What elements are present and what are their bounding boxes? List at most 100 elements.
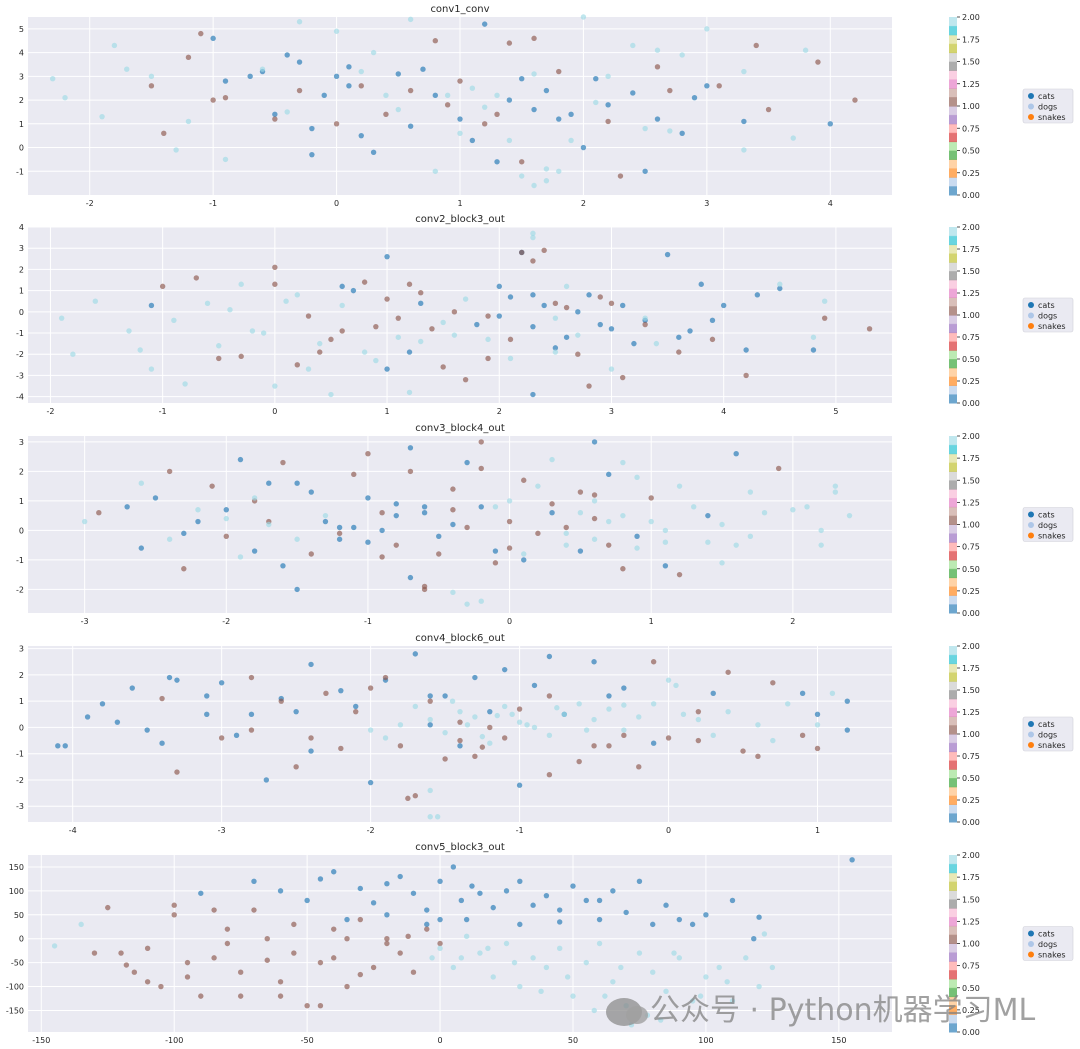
data-point xyxy=(775,465,782,472)
data-point xyxy=(610,979,616,985)
data-point xyxy=(317,959,324,966)
y-tick-label: 3 xyxy=(19,244,24,253)
colorbar-segment xyxy=(949,43,957,54)
data-point xyxy=(521,551,527,557)
data-point xyxy=(477,950,483,956)
data-point xyxy=(747,489,754,495)
data-point xyxy=(384,366,390,372)
data-point xyxy=(158,983,164,990)
data-point xyxy=(570,883,576,889)
data-point xyxy=(606,471,612,478)
chart-title: conv3_block4_out xyxy=(415,423,505,434)
data-point xyxy=(280,563,286,569)
legend-marker xyxy=(1028,302,1034,308)
data-point xyxy=(51,943,58,949)
data-point xyxy=(680,711,687,717)
colorbar-tick-label: 2.00 xyxy=(962,851,980,860)
data-point xyxy=(485,945,491,951)
data-point xyxy=(479,744,486,750)
data-point xyxy=(663,988,669,995)
data-point xyxy=(81,518,88,525)
legend-box xyxy=(1022,507,1074,542)
colorbar-tick-label: 0.50 xyxy=(962,147,980,156)
data-point xyxy=(195,518,201,525)
data-point xyxy=(198,993,204,999)
data-point xyxy=(814,711,821,717)
data-point xyxy=(606,518,612,525)
colorbar-segment xyxy=(949,760,957,770)
data-point xyxy=(358,83,364,89)
data-point xyxy=(148,366,155,372)
legend-marker xyxy=(1028,951,1034,958)
x-tick-label: -2 xyxy=(46,407,54,416)
colorbar-segment xyxy=(949,1023,957,1033)
data-point xyxy=(543,166,550,172)
panel-2: -2 -1 0 1 2 3 4 5 -4 -3 -2 -1 0 1 2 3 4 conv2_block3_out 0… xyxy=(16,214,1074,416)
legend-label: cats xyxy=(1038,720,1055,729)
data-point xyxy=(478,598,484,604)
data-point xyxy=(336,524,343,531)
data-point xyxy=(650,701,657,707)
colorbar-segment xyxy=(949,568,957,579)
data-point xyxy=(432,92,439,99)
data-point xyxy=(509,711,515,717)
x-tick-label: 0 xyxy=(666,826,671,835)
data-point xyxy=(247,73,253,80)
colorbar-segment xyxy=(949,751,957,761)
data-point xyxy=(507,294,514,300)
data-point xyxy=(530,234,536,241)
data-point xyxy=(333,73,340,80)
data-point xyxy=(650,740,657,746)
x-tick-label: 0 xyxy=(507,617,512,626)
data-point xyxy=(457,130,463,136)
data-point xyxy=(407,123,414,129)
y-tick-label: 1 xyxy=(19,697,24,706)
data-point xyxy=(810,347,817,353)
data-point xyxy=(412,793,419,799)
data-point xyxy=(458,897,465,904)
colorbar-segment xyxy=(949,271,957,281)
data-point xyxy=(384,940,390,947)
data-point xyxy=(494,712,500,719)
data-point xyxy=(193,275,200,281)
legend-marker xyxy=(1028,323,1034,329)
legend-marker xyxy=(1028,930,1034,937)
legend-label: snakes xyxy=(1038,322,1066,331)
data-point xyxy=(620,302,626,309)
colorbar-segment xyxy=(949,646,957,656)
data-point xyxy=(821,315,828,321)
colorbar-segment xyxy=(949,359,957,369)
colorbar-segment xyxy=(949,595,957,605)
data-point xyxy=(469,883,475,889)
colorbar-segment xyxy=(949,462,957,472)
data-point xyxy=(249,328,256,334)
y-tick-label: -2 xyxy=(16,350,24,359)
data-point xyxy=(716,964,722,971)
colorbar-segment xyxy=(949,769,957,779)
legend-marker xyxy=(1028,511,1034,518)
y-tick-label: 2 xyxy=(19,671,24,680)
colorbar-segment xyxy=(949,925,957,936)
data-point xyxy=(832,489,839,495)
data-point xyxy=(397,950,403,956)
data-point xyxy=(339,328,345,334)
data-point xyxy=(608,326,615,332)
colorbar-segment xyxy=(949,725,957,735)
data-point xyxy=(606,693,612,699)
data-point xyxy=(705,539,711,545)
data-point xyxy=(99,113,105,120)
data-point xyxy=(304,897,310,904)
data-point xyxy=(384,296,390,302)
data-point xyxy=(620,459,626,466)
data-point xyxy=(346,83,352,89)
data-point xyxy=(606,743,612,749)
legend-label: snakes xyxy=(1038,741,1066,750)
colorbar-tick-label: 1.75 xyxy=(962,245,980,254)
data-point xyxy=(210,97,216,103)
data-point xyxy=(339,302,345,309)
data-point xyxy=(458,955,465,961)
data-point xyxy=(469,137,476,144)
colorbar-segment xyxy=(949,855,957,865)
data-point xyxy=(580,144,587,151)
